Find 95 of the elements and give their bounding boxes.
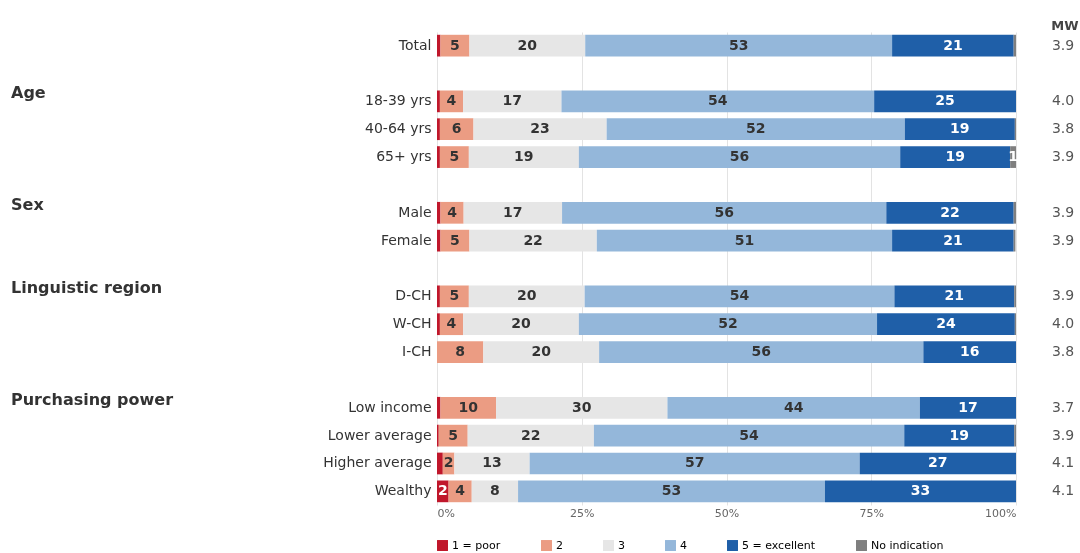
x-tick-label: 25% — [570, 506, 595, 520]
data-label: 44 — [783, 398, 804, 415]
text: MW — [1051, 18, 1079, 33]
text: 3.9 — [1051, 203, 1075, 220]
data-label: 30 — [572, 398, 592, 415]
text: Linguistic region — [11, 278, 163, 298]
data-label: 4 — [447, 203, 458, 220]
data-label: 4 — [455, 482, 466, 499]
data-label: 33 — [910, 482, 931, 499]
text: 4.0 — [1051, 315, 1075, 332]
data-label: 5 — [449, 287, 460, 304]
data-label: 54 — [729, 287, 750, 304]
data-label: 16 — [959, 343, 980, 360]
data-label: 21 — [943, 231, 963, 248]
data-label: 22 — [940, 203, 960, 220]
data-label: 27 — [928, 454, 948, 471]
legend-label: 5 = excellent — [742, 538, 816, 552]
data-label: 19 — [950, 120, 970, 137]
data-label: 20 — [517, 287, 537, 304]
data-label: 21 — [943, 36, 963, 53]
text: 3.9 — [1051, 287, 1075, 304]
legend-label: 1 = poor — [452, 538, 501, 552]
data-label: 5 — [450, 231, 460, 248]
legend-label: No indication — [871, 538, 944, 552]
text: 3.9 — [1051, 36, 1075, 53]
text: 4.1 — [1051, 482, 1075, 499]
data-label: 56 — [714, 203, 734, 220]
data-label: 21 — [944, 287, 965, 304]
data-label: 6 — [451, 120, 462, 137]
data-label: 20 — [531, 343, 552, 360]
data-label: 54 — [708, 92, 728, 109]
y-tick-label: 65+ yrs — [376, 148, 432, 165]
x-tick-label: 100% — [985, 506, 1017, 520]
data-label: 17 — [958, 398, 978, 415]
y-tick-label: Low income — [348, 398, 432, 415]
data-label: 52 — [718, 315, 738, 332]
data-label: 17 — [503, 203, 523, 220]
data-label: 19 — [945, 148, 965, 165]
text: 3.7 — [1051, 398, 1075, 415]
text: Age — [11, 83, 46, 103]
data-label: 4 — [446, 315, 457, 332]
data-label: 56 — [729, 148, 750, 165]
y-tick-label: Higher average — [323, 454, 432, 471]
text: 3.9 — [1051, 148, 1075, 165]
data-label: 5 — [449, 148, 460, 165]
legend-label: 4 — [680, 538, 687, 552]
data-label: 5 — [450, 36, 460, 53]
text: 4.0 — [1051, 92, 1075, 109]
y-tick-label: I-CH — [402, 343, 432, 360]
text: 3.9 — [1051, 426, 1075, 443]
data-label: 8 — [455, 343, 466, 360]
text: 3.8 — [1051, 120, 1075, 137]
data-label: 51 — [734, 231, 755, 248]
data-label: 5 — [448, 426, 459, 443]
y-tick-label: 40-64 yrs — [365, 120, 432, 137]
y-tick-label: Wealthy — [374, 482, 432, 499]
x-tick-label: 75% — [859, 506, 884, 520]
text: Purchasing power — [11, 389, 174, 409]
data-label: 13 — [482, 454, 502, 471]
legend-label: 2 — [556, 538, 563, 552]
data-label: 25 — [935, 92, 955, 109]
data-label: 17 — [502, 92, 523, 109]
data-label: 10 — [458, 398, 479, 415]
text: Sex — [11, 194, 45, 214]
y-tick-label: 18-39 yrs — [365, 92, 432, 109]
data-label: 57 — [684, 454, 705, 471]
data-label: 23 — [530, 120, 550, 137]
data-label: 20 — [517, 36, 538, 53]
y-tick-label: Female — [380, 231, 432, 248]
data-label: 2 — [437, 482, 448, 499]
data-label: 19 — [514, 148, 534, 165]
legend-label: 3 — [618, 538, 625, 552]
data-label: 4 — [446, 92, 457, 109]
data-label: 54 — [739, 426, 760, 443]
y-tick-label: Total — [397, 36, 432, 53]
data-label: 22 — [523, 231, 543, 248]
data-label: 53 — [728, 36, 749, 53]
text: 4.1 — [1051, 454, 1075, 471]
x-tick-label: 0% — [437, 506, 455, 520]
y-tick-label: Male — [398, 203, 432, 220]
data-label: 8 — [490, 482, 500, 499]
data-label: 19 — [949, 426, 969, 443]
data-label: 22 — [521, 426, 541, 443]
y-tick-label: Lower average — [327, 426, 432, 443]
text: 3.9 — [1051, 231, 1075, 248]
text: 3.8 — [1051, 343, 1075, 360]
x-tick-label: 50% — [714, 506, 740, 520]
data-label: 53 — [661, 482, 682, 499]
data-label: 2 — [443, 454, 454, 471]
data-label: 24 — [936, 315, 956, 332]
y-tick-label: D-CH — [395, 287, 432, 304]
data-label: 56 — [751, 343, 771, 360]
y-tick-label: W-CH — [392, 315, 432, 332]
data-label: 52 — [746, 120, 766, 137]
data-label: 20 — [511, 315, 531, 332]
